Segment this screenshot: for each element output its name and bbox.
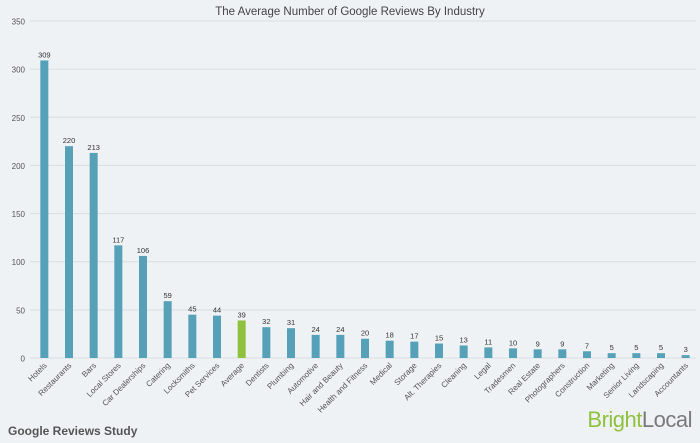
data-label: 20 bbox=[361, 329, 369, 338]
data-label: 31 bbox=[287, 318, 295, 327]
bar bbox=[237, 320, 246, 358]
bar bbox=[484, 347, 493, 358]
data-label: 11 bbox=[484, 337, 492, 346]
bar bbox=[509, 348, 517, 358]
bar bbox=[385, 340, 394, 358]
bar bbox=[583, 351, 591, 358]
bar bbox=[188, 314, 197, 358]
y-axis-ticks: 0 50 100 150 200 250 300 350 bbox=[12, 18, 26, 364]
bar bbox=[40, 60, 49, 358]
bar bbox=[607, 353, 616, 358]
data-label: 213 bbox=[87, 143, 100, 152]
data-label: 10 bbox=[509, 338, 517, 347]
data-label: 18 bbox=[385, 331, 393, 340]
bar bbox=[213, 315, 221, 358]
x-tick-label: Legal bbox=[473, 361, 493, 381]
bar bbox=[435, 343, 443, 358]
y-tick-label: 350 bbox=[12, 18, 26, 27]
bar bbox=[558, 349, 567, 358]
bar bbox=[89, 152, 98, 358]
y-tick-label: 0 bbox=[21, 355, 26, 364]
y-tick-label: 250 bbox=[12, 114, 26, 123]
data-label: 32 bbox=[262, 317, 270, 326]
bar bbox=[139, 255, 147, 358]
data-label: 7 bbox=[585, 341, 589, 350]
bar bbox=[311, 334, 320, 358]
study-label: Google Reviews Study bbox=[8, 424, 138, 438]
data-label: 39 bbox=[237, 310, 245, 319]
logo-text-local: Local bbox=[641, 407, 693, 432]
bar bbox=[65, 146, 73, 358]
bar bbox=[163, 301, 172, 358]
data-label: 15 bbox=[435, 334, 443, 343]
data-label: 5 bbox=[634, 343, 638, 352]
data-label: 24 bbox=[311, 325, 319, 334]
bar bbox=[459, 345, 468, 358]
data-label: 45 bbox=[188, 305, 196, 314]
bar bbox=[287, 328, 295, 358]
y-tick-label: 100 bbox=[12, 258, 26, 267]
data-label: 9 bbox=[560, 339, 564, 348]
x-tick-label: Cleaning bbox=[439, 361, 468, 390]
x-tick-label: Bars bbox=[80, 361, 98, 379]
x-tick-label: Hair and Beauty bbox=[298, 361, 345, 408]
logo-text-bright: Bright bbox=[587, 407, 642, 432]
data-label: 5 bbox=[610, 343, 614, 352]
data-label: 106 bbox=[137, 246, 150, 255]
data-label: 13 bbox=[459, 335, 467, 344]
data-label: 309 bbox=[38, 50, 51, 59]
y-tick-label: 50 bbox=[16, 306, 25, 315]
data-label: 44 bbox=[213, 306, 221, 315]
x-tick-label: Car Dealerships bbox=[100, 361, 147, 408]
data-label: 5 bbox=[659, 343, 663, 352]
data-label: 17 bbox=[410, 332, 418, 341]
gridlines bbox=[30, 20, 696, 359]
bar bbox=[632, 353, 641, 358]
x-tick-label: Medical bbox=[368, 361, 394, 387]
data-label: 9 bbox=[536, 339, 540, 348]
bar bbox=[361, 338, 369, 358]
bar bbox=[336, 334, 345, 358]
data-label: 3 bbox=[684, 345, 688, 354]
y-tick-label: 200 bbox=[12, 162, 26, 171]
data-label: 24 bbox=[336, 325, 344, 334]
bar bbox=[657, 353, 665, 358]
bar bbox=[533, 349, 542, 358]
data-label: 117 bbox=[112, 235, 124, 244]
data-label: 220 bbox=[63, 136, 76, 145]
brightlocal-logo: BrightLocal bbox=[587, 407, 692, 433]
chart-title: The Average Number of Google Reviews By … bbox=[215, 6, 485, 18]
y-tick-label: 300 bbox=[12, 66, 26, 75]
y-tick-label: 150 bbox=[12, 210, 26, 219]
x-tick-label: Hotels bbox=[26, 361, 48, 383]
bar bbox=[681, 355, 690, 358]
bar bbox=[114, 245, 123, 358]
data-label: 59 bbox=[163, 291, 171, 300]
bar bbox=[262, 327, 271, 358]
bars bbox=[40, 60, 690, 358]
x-tick-label: Average bbox=[219, 361, 247, 389]
bar bbox=[410, 341, 419, 358]
